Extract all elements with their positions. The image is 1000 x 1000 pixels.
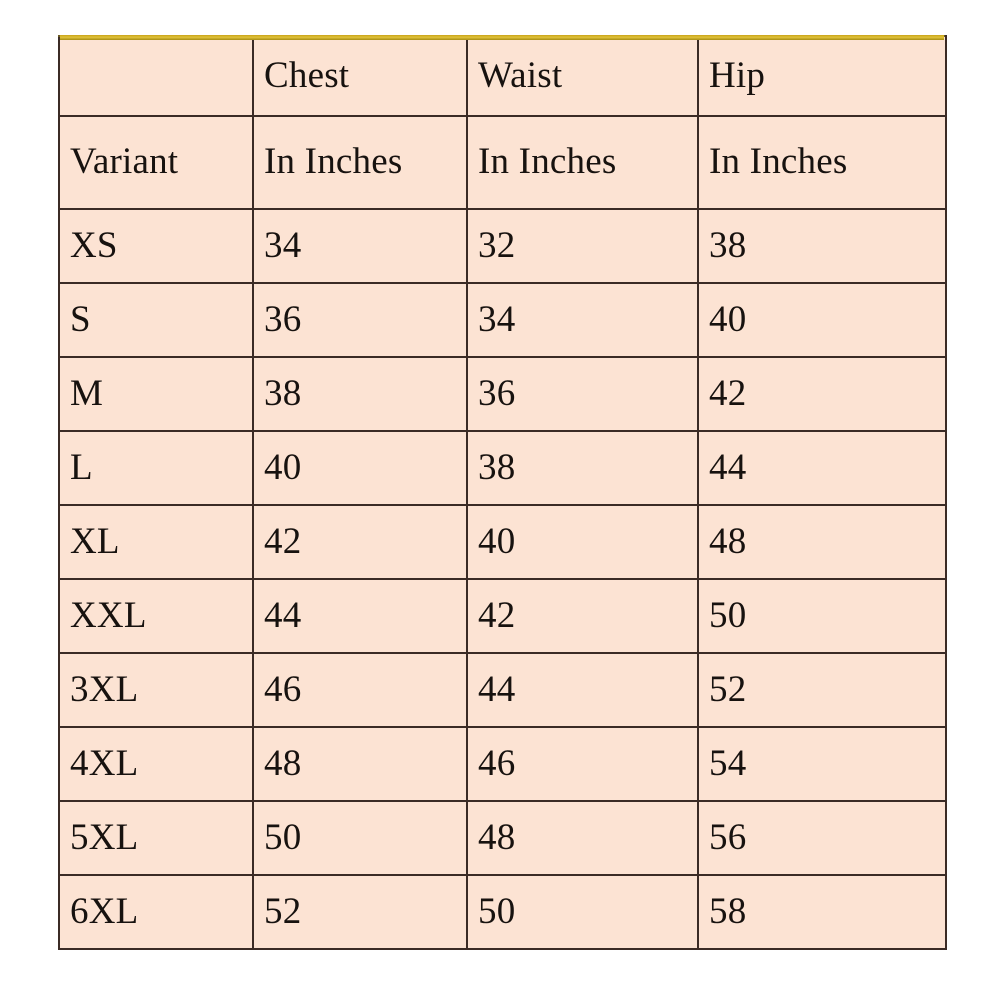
cell-variant: XS: [58, 208, 254, 284]
cell-hip: 54: [697, 726, 947, 802]
cell-hip: 40: [697, 282, 947, 358]
cell-variant: M: [58, 356, 254, 432]
cell-chest: 50: [252, 800, 468, 876]
header-row-measurement: Chest Waist Hip: [58, 35, 947, 117]
cell-variant: 6XL: [58, 874, 254, 950]
cell-chest: 42: [252, 504, 468, 580]
header-cell-variant-label: Variant: [58, 115, 254, 210]
cell-chest: 48: [252, 726, 468, 802]
cell-hip: 56: [697, 800, 947, 876]
cell-waist: 40: [466, 504, 699, 580]
cell-waist: 36: [466, 356, 699, 432]
size-chart-container: Chest Waist Hip Variant In Inches In Inc…: [58, 35, 947, 950]
cell-chest: 34: [252, 208, 468, 284]
table-row: L 40 38 44: [58, 430, 947, 506]
cell-chest: 52: [252, 874, 468, 950]
cell-variant: L: [58, 430, 254, 506]
table-row: 5XL 50 48 56: [58, 800, 947, 876]
header-row-unit: Variant In Inches In Inches In Inches: [58, 115, 947, 210]
header-cell-variant-blank: [58, 35, 254, 117]
cell-variant: S: [58, 282, 254, 358]
cell-waist: 44: [466, 652, 699, 728]
cell-variant: 5XL: [58, 800, 254, 876]
cell-hip: 44: [697, 430, 947, 506]
cell-waist: 42: [466, 578, 699, 654]
table-row: XS 34 32 38: [58, 208, 947, 284]
cell-hip: 50: [697, 578, 947, 654]
cell-hip: 48: [697, 504, 947, 580]
header-cell-hip: Hip: [697, 35, 947, 117]
cell-chest: 46: [252, 652, 468, 728]
header-cell-waist: Waist: [466, 35, 699, 117]
header-cell-waist-unit: In Inches: [466, 115, 699, 210]
cell-waist: 50: [466, 874, 699, 950]
table-row: 6XL 52 50 58: [58, 874, 947, 950]
cell-waist: 38: [466, 430, 699, 506]
header-cell-chest: Chest: [252, 35, 468, 117]
cell-waist: 32: [466, 208, 699, 284]
cell-waist: 46: [466, 726, 699, 802]
cell-variant: 3XL: [58, 652, 254, 728]
table-row: 4XL 48 46 54: [58, 726, 947, 802]
header-cell-hip-unit: In Inches: [697, 115, 947, 210]
cell-waist: 48: [466, 800, 699, 876]
cell-hip: 38: [697, 208, 947, 284]
cell-hip: 52: [697, 652, 947, 728]
size-chart-table: Chest Waist Hip Variant In Inches In Inc…: [58, 35, 947, 950]
table-row: XL 42 40 48: [58, 504, 947, 580]
cell-hip: 42: [697, 356, 947, 432]
cell-waist: 34: [466, 282, 699, 358]
table-row: M 38 36 42: [58, 356, 947, 432]
cell-chest: 44: [252, 578, 468, 654]
cell-variant: 4XL: [58, 726, 254, 802]
table-row: XXL 44 42 50: [58, 578, 947, 654]
cell-variant: XXL: [58, 578, 254, 654]
table-row: 3XL 46 44 52: [58, 652, 947, 728]
cell-variant: XL: [58, 504, 254, 580]
cell-chest: 40: [252, 430, 468, 506]
cell-chest: 38: [252, 356, 468, 432]
cell-chest: 36: [252, 282, 468, 358]
header-cell-chest-unit: In Inches: [252, 115, 468, 210]
table-row: S 36 34 40: [58, 282, 947, 358]
cell-hip: 58: [697, 874, 947, 950]
